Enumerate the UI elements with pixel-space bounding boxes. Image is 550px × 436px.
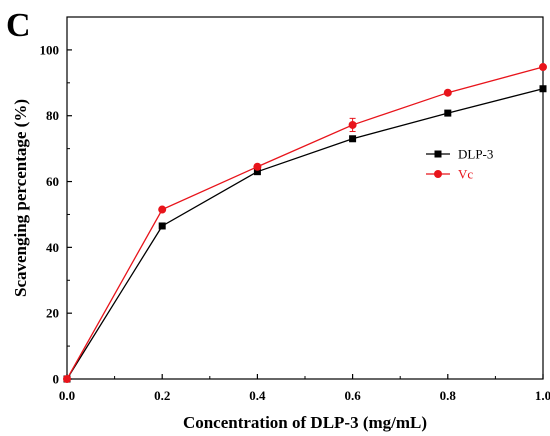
y-tick-label: 60	[46, 174, 59, 189]
x-tick-label: 0.8	[440, 388, 457, 403]
series-vc	[63, 63, 547, 383]
data-point-circle	[63, 375, 71, 383]
x-axis-title: Concentration of DLP-3 (mg/mL)	[183, 413, 427, 432]
data-point-square	[349, 135, 357, 143]
legend-marker-circle-icon	[434, 170, 442, 178]
legend-label-dlp3: DLP-3	[458, 147, 493, 162]
data-point-square	[253, 168, 261, 176]
y-tick-label: 100	[40, 42, 60, 57]
x-tick-label: 1.0	[535, 388, 550, 403]
legend-item-vc: Vc	[426, 167, 473, 182]
y-tick-label: 40	[46, 240, 59, 255]
x-tick-label: 0.0	[59, 388, 75, 403]
x-ticks: 0.0 0.2 0.4 0.6 0.8 1.0	[59, 374, 550, 403]
data-point-circle	[539, 63, 547, 72]
panel-label: C	[6, 7, 31, 44]
series-line	[66, 88, 544, 380]
y-tick-label: 80	[46, 108, 59, 123]
data-point-square	[539, 85, 547, 93]
legend: DLP-3 Vc	[426, 147, 493, 182]
x-tick-label: 0.2	[154, 388, 170, 403]
plot-frame	[66, 16, 544, 380]
data-point-circle	[158, 205, 167, 214]
series-dlp-3	[63, 85, 547, 383]
data-point-circle	[253, 162, 262, 171]
data-point-circle	[348, 120, 357, 129]
data-point-square	[444, 109, 452, 117]
y-ticks: 0 20 40 60 80 100	[40, 16, 72, 387]
data-point-square	[158, 222, 166, 230]
data-point-circle	[443, 88, 452, 97]
series-layer	[63, 63, 547, 383]
x-tick-label: 0.6	[344, 388, 361, 403]
legend-label-vc: Vc	[458, 167, 473, 182]
y-tick-label: 0	[53, 372, 60, 387]
legend-item-dlp3: DLP-3	[426, 147, 493, 162]
y-tick-label: 20	[46, 306, 59, 321]
y-axis-title: Scavenging percentage (%)	[11, 99, 30, 297]
plot-axes	[66, 16, 544, 380]
legend-marker-square-icon	[434, 150, 442, 158]
series-line	[66, 66, 544, 380]
x-tick-label: 0.4	[249, 388, 266, 403]
